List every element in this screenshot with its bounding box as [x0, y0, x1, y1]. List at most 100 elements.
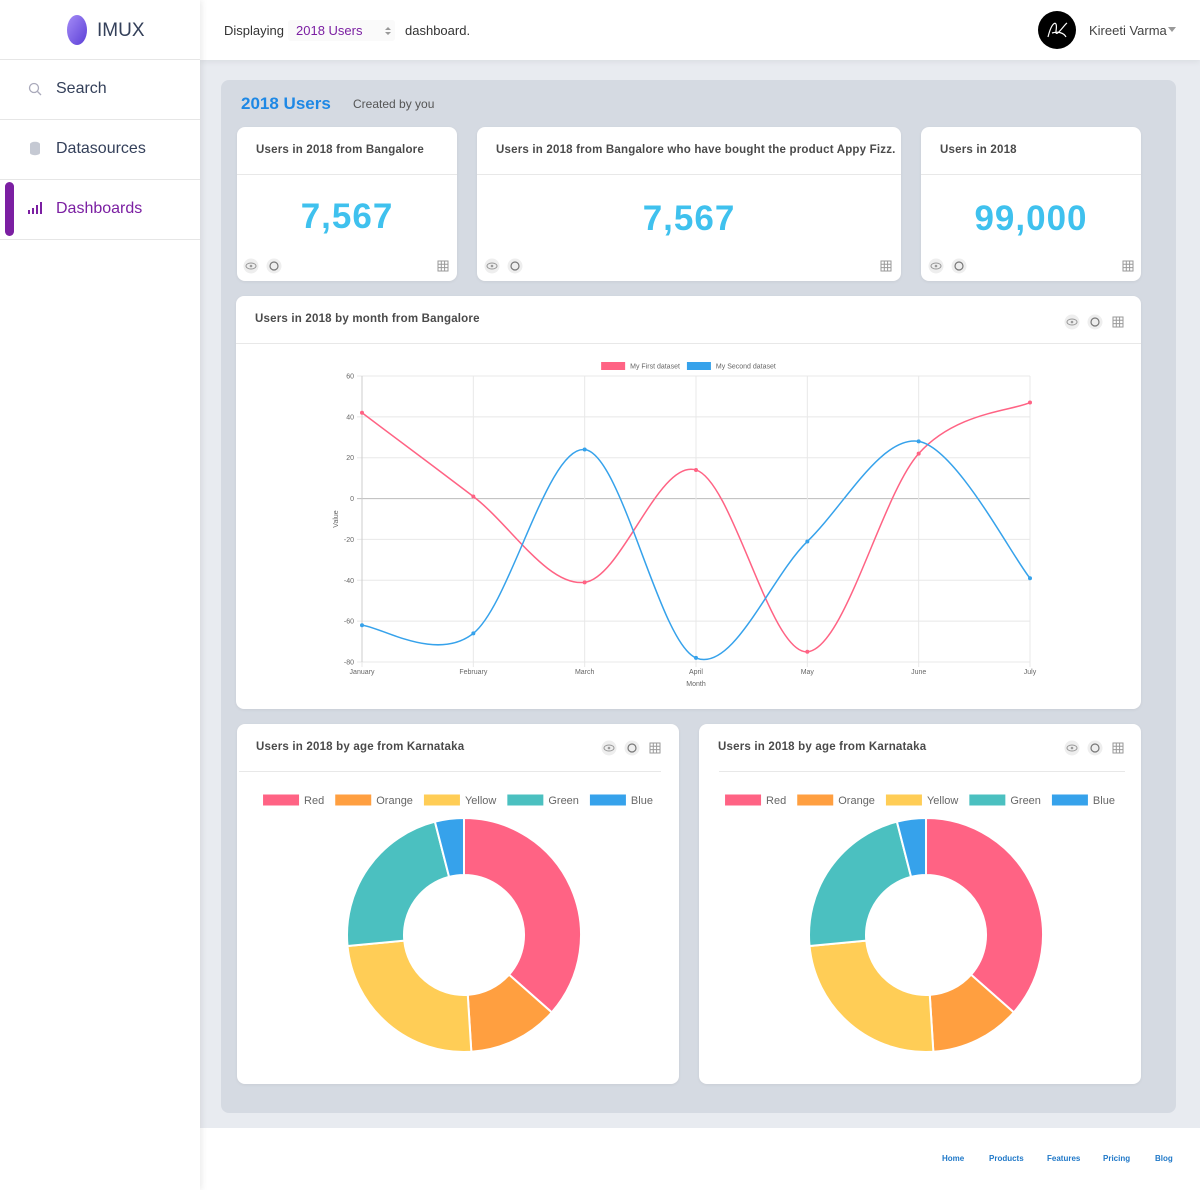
y-tick-label: 40 — [346, 414, 354, 421]
doughnut-segment — [346, 820, 451, 948]
legend-swatch — [725, 794, 762, 806]
legend-label: Yellow — [927, 795, 958, 807]
card-title: Users in 2018 by age from Karnataka — [256, 741, 465, 753]
footer: Home Products Features Pricing Blog — [200, 1128, 1200, 1190]
data-point — [694, 655, 698, 660]
legend-swatch — [335, 794, 372, 806]
data-point — [916, 451, 921, 456]
nav-label: Search — [56, 80, 107, 97]
footer-link[interactable]: Blog — [1155, 1154, 1173, 1163]
brand-row: IMUX — [0, 0, 200, 60]
doughnut-segment — [433, 816, 465, 879]
table-icon[interactable] — [878, 258, 894, 274]
table-icon[interactable] — [435, 258, 451, 274]
y-axis-label: Value — [333, 510, 340, 527]
card-title: Users in 2018 by month from Bangalore — [255, 313, 480, 325]
x-axis-label: Month — [686, 681, 706, 688]
refresh-icon[interactable] — [624, 740, 640, 756]
divider — [719, 771, 1125, 772]
stat-card: Users in 2018 from Bangalore 7,567 — [237, 127, 457, 281]
legend-label: Red — [304, 795, 324, 807]
table-icon[interactable] — [647, 740, 663, 756]
data-point — [582, 447, 587, 452]
chart-card: Users in 2018 by age from Karnataka Red O… — [237, 724, 679, 1084]
footer-link[interactable]: Pricing — [1103, 1154, 1131, 1163]
series-line — [361, 401, 1031, 653]
stat-value: 7,567 — [300, 197, 394, 236]
footer-link[interactable]: Features — [1047, 1154, 1081, 1163]
legend-label: Orange — [376, 795, 413, 807]
legend-label: Red — [766, 795, 786, 807]
avatar[interactable] — [1038, 11, 1076, 49]
view-icon[interactable] — [928, 258, 944, 274]
doughnut-segment — [346, 939, 473, 1053]
refresh-icon[interactable] — [507, 258, 523, 274]
display-suffix: dashboard. — [405, 23, 471, 38]
nav-item[interactable]: Search — [0, 60, 200, 120]
legend-swatch — [263, 794, 300, 806]
divider — [477, 174, 901, 175]
legend-label: Orange — [838, 795, 875, 807]
user-name[interactable]: Kireeti Varma — [1089, 23, 1167, 38]
data-point — [805, 539, 810, 544]
view-icon[interactable] — [1064, 314, 1080, 330]
refresh-icon[interactable] — [951, 258, 967, 274]
line-chart: -80 -60 -40 -20 0 20 40 60 January February March A… — [333, 362, 1037, 688]
data-point — [805, 649, 810, 654]
doughnut-segment — [808, 820, 913, 948]
x-tick-label: March — [575, 669, 595, 676]
legend-label: My First dataset — [630, 363, 680, 370]
divider — [237, 174, 457, 175]
dashboard-select[interactable]: 2018 Users — [288, 20, 395, 41]
divider — [921, 174, 1141, 175]
nav-item[interactable]: Datasources — [0, 120, 200, 180]
view-icon[interactable] — [484, 258, 500, 274]
refresh-icon[interactable] — [1087, 314, 1103, 330]
card-title: Users in 2018 from Bangalore — [256, 144, 424, 156]
data-point — [471, 494, 476, 499]
x-tick-label: May — [801, 669, 815, 676]
doughnut-segment — [925, 816, 1044, 1014]
x-tick-label: June — [911, 669, 926, 676]
y-tick-label: 60 — [346, 374, 354, 381]
chart-card: Users in 2018 by month from Bangalore -8… — [236, 296, 1141, 709]
footer-link[interactable]: Products — [989, 1154, 1024, 1163]
refresh-icon[interactable] — [266, 258, 282, 274]
footer-link[interactable]: Home — [942, 1154, 965, 1163]
nav-label: Dashboards — [56, 200, 143, 217]
legend-swatch — [601, 362, 626, 370]
legend-label: Green — [1010, 795, 1041, 807]
y-tick-label: -60 — [344, 619, 354, 626]
divider — [236, 343, 1141, 344]
card-title: Users in 2018 from Bangalore who have bo… — [496, 144, 896, 156]
x-tick-label: April — [689, 669, 703, 676]
view-icon[interactable] — [243, 258, 259, 274]
stat-card: Users in 2018 from Bangalore who have bo… — [477, 127, 901, 281]
legend-label: My Second dataset — [716, 363, 776, 370]
table-icon[interactable] — [1120, 258, 1136, 274]
y-tick-label: 20 — [346, 455, 354, 462]
nav-item-active[interactable]: Dashboards — [0, 180, 200, 240]
view-icon[interactable] — [601, 740, 617, 756]
table-icon[interactable] — [1110, 740, 1126, 756]
legend-label: Green — [548, 795, 579, 807]
legend-label: Blue — [1093, 795, 1115, 807]
x-tick-label: February — [459, 669, 488, 676]
select-caret — [385, 27, 391, 35]
doughnut-chart: Red Orange Yellow Green Blue — [263, 794, 653, 1053]
refresh-icon[interactable] — [1087, 740, 1103, 756]
data-point — [916, 439, 921, 444]
select-value: 2018 Users — [296, 23, 363, 38]
x-tick-label: January — [350, 669, 375, 676]
card-title: Users in 2018 — [940, 144, 1017, 156]
y-tick-label: -80 — [344, 660, 354, 667]
view-icon[interactable] — [1064, 740, 1080, 756]
display-prefix: Displaying — [224, 23, 284, 38]
data-point — [1028, 576, 1032, 581]
data-point — [582, 580, 587, 585]
table-icon[interactable] — [1110, 314, 1126, 330]
database-icon — [30, 141, 40, 156]
legend-swatch — [1051, 794, 1088, 806]
user-caret[interactable] — [1168, 27, 1176, 33]
